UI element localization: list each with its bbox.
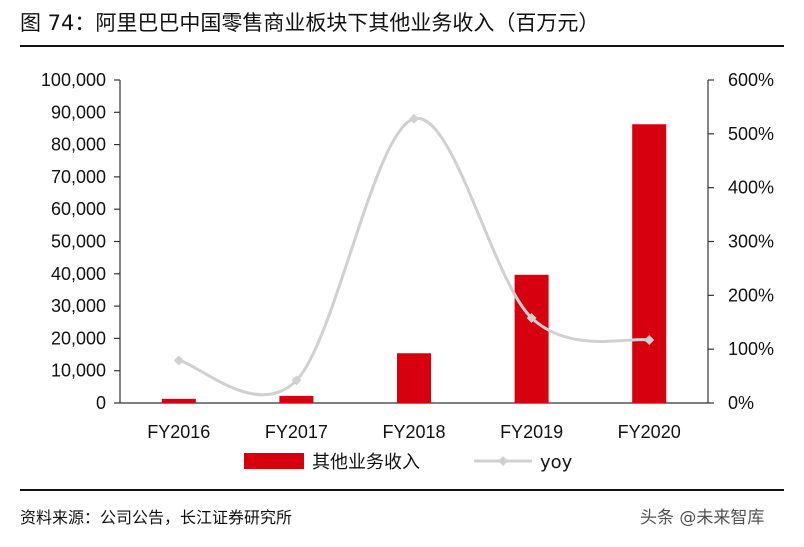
yoy-point-fy2019: [526, 312, 537, 323]
legend-label-line: yoy: [540, 452, 573, 473]
yoy-point-fy2017: [291, 375, 302, 386]
title-divider: [20, 45, 784, 47]
bar-fy2020: [632, 124, 667, 403]
right-tick-label: 500%: [728, 124, 774, 144]
right-tick-label: 300%: [728, 232, 774, 252]
left-tick-label: 70,000: [51, 167, 106, 187]
x-tick-label: FY2019: [500, 422, 563, 442]
left-axis: 0 10,000 20,000 30,000 40,000 50,000 60,000 70,…: [41, 70, 121, 413]
left-tick-label: 60,000: [51, 199, 106, 219]
left-tick-label: 90,000: [51, 102, 106, 122]
left-tick-label: 0: [96, 393, 106, 413]
legend-marker-line: [498, 456, 508, 466]
left-tick-label: 50,000: [51, 232, 106, 252]
legend-label-bar: 其他业务收入: [312, 452, 420, 473]
x-tick-label: FY2018: [382, 422, 445, 442]
left-tick-label: 40,000: [51, 264, 106, 284]
right-tick-label: 200%: [728, 285, 774, 305]
yoy-line-series: [173, 113, 655, 397]
x-axis: FY2016 FY2017 FY2018 FY2019 FY2020: [120, 402, 708, 442]
bar-fy2018: [397, 353, 431, 403]
right-axis: 0% 100% 200% 300% 400% 500% 600%: [707, 70, 774, 413]
right-tick-label: 400%: [728, 178, 774, 198]
right-tick-label: 100%: [728, 339, 774, 359]
footer-divider: [20, 489, 784, 491]
x-tick-label: FY2020: [618, 422, 681, 442]
watermark: 头条 @未来智库: [640, 508, 765, 528]
x-tick-label: FY2016: [147, 422, 210, 442]
left-tick-label: 80,000: [51, 135, 106, 155]
left-tick-label: 30,000: [51, 296, 106, 316]
yoy-point-fy2020: [644, 335, 655, 346]
bar-series: [161, 124, 667, 403]
source-note: 资料来源：公司公告，长江证券研究所: [20, 508, 293, 527]
left-tick-label: 20,000: [51, 328, 106, 348]
right-tick-label: 0%: [728, 393, 754, 413]
chart-title: 图 74：阿里巴巴中国零售商业板块下其他业务收入（百万元）: [20, 11, 600, 35]
right-tick-label: 600%: [728, 70, 774, 90]
x-tick-label: FY2017: [265, 422, 328, 442]
left-tick-label: 10,000: [51, 361, 106, 381]
legend-swatch-bar: [244, 453, 304, 469]
yoy-point-fy2018: [409, 113, 419, 124]
left-tick-label: 100,000: [41, 70, 106, 90]
bar-fy2017: [279, 395, 314, 403]
bar-fy2019: [514, 274, 549, 403]
bar-fy2016: [161, 398, 196, 403]
legend: 其他业务收入 yoy: [244, 452, 573, 473]
yoy-point-fy2016: [173, 355, 184, 366]
